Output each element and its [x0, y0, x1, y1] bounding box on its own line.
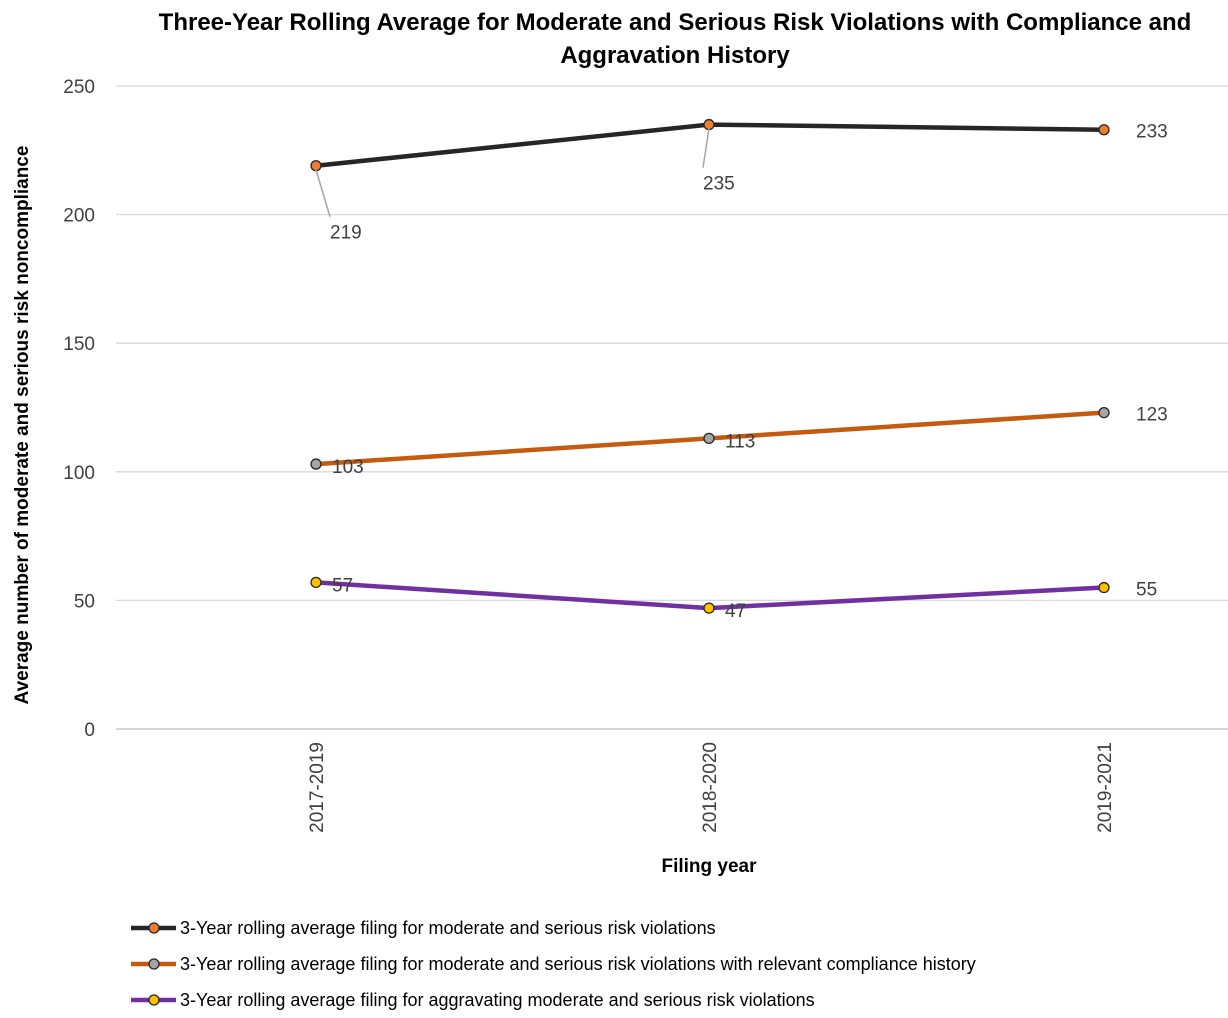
legend-item: 3-Year rolling average filing for modera… [130, 946, 976, 982]
data-label: 123 [1136, 405, 1168, 426]
data-point [703, 118, 715, 131]
data-point [310, 576, 322, 589]
y-tick-label: 250 [63, 77, 95, 98]
gridlines [116, 85, 1228, 730]
legend-swatch [131, 922, 176, 934]
y-tick-label: 50 [74, 591, 95, 612]
legend-label: 3-Year rolling average filing for aggrav… [180, 989, 815, 1010]
y-tick-label: 200 [63, 206, 95, 227]
data-point [310, 160, 322, 172]
y-tick-label: 0 [84, 720, 95, 741]
data-label: 55 [1136, 580, 1157, 601]
data-point [1098, 406, 1110, 419]
x-tick-label: 2019-2021 [1095, 742, 1116, 833]
legend-swatch [131, 994, 176, 1006]
data-label-leader [702, 128, 710, 168]
legend-label: 3-Year rolling average filing for modera… [180, 953, 976, 974]
data-label: 235 [703, 174, 735, 195]
data-label: 219 [330, 223, 362, 244]
data-point [1098, 581, 1110, 594]
legend: 3-Year rolling average filing for modera… [130, 910, 976, 1018]
legend-swatch [131, 958, 176, 970]
y-tick-label: 100 [63, 463, 95, 484]
chart-title-line-1: Three-Year Rolling Average for Moderate … [158, 9, 1192, 36]
data-point [310, 458, 322, 470]
data-label: 113 [725, 431, 755, 452]
y-axis-ticks: 0 50 100 150 200 250 [63, 77, 95, 741]
data-label: 47 [725, 601, 746, 622]
x-axis-label: Filing year [661, 856, 757, 877]
data-point [1098, 124, 1110, 136]
y-axis-label: Average number of moderate and serious r… [12, 146, 33, 705]
x-tick-label: 2017-2019 [307, 742, 328, 833]
series-lines [310, 118, 1110, 614]
series-line [315, 122, 1105, 168]
legend-item: 3-Year rolling average filing for aggrav… [130, 982, 976, 1018]
chart-title: Three-Year Rolling Average for Moderate … [100, 6, 1228, 72]
data-point [703, 432, 715, 445]
y-tick-label: 150 [63, 334, 95, 355]
x-tick-label: 2018-2020 [700, 742, 721, 833]
x-axis-ticks: 2017-2019 2018-2020 2019-2021 [307, 742, 1116, 833]
data-labels: 219 235 233 103 113 123 57 47 55 [315, 122, 1168, 622]
line-chart: 0 50 100 150 200 250 2017-2019 2018-2020 2019-2… [12, 77, 1228, 877]
data-label: 57 [332, 575, 353, 596]
legend-item: 3-Year rolling average filing for modera… [130, 910, 976, 946]
data-label: 103 [332, 457, 364, 478]
chart-title-line-2: Aggravation History [560, 42, 790, 69]
legend-label: 3-Year rolling average filing for modera… [180, 917, 716, 938]
data-point [703, 602, 715, 614]
data-label: 233 [1136, 122, 1168, 143]
data-label-leader [315, 169, 331, 217]
